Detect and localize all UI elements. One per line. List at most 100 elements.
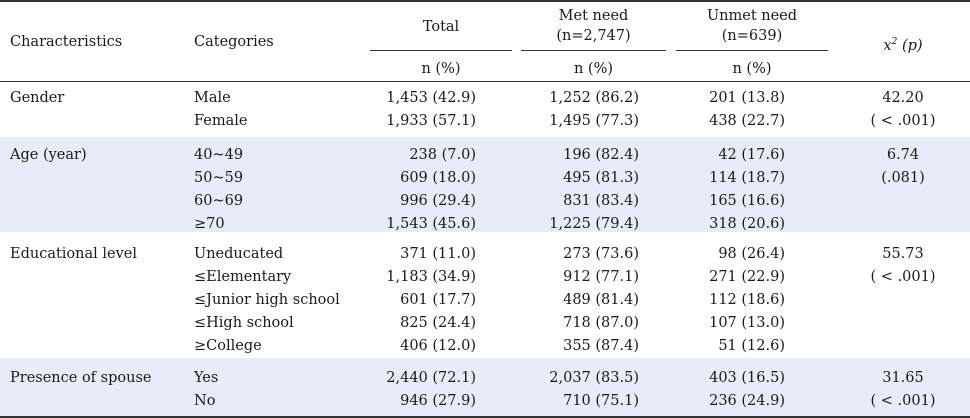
table-cell: 6.74: [886, 147, 920, 163]
table-cell: 601 (17.7): [400, 292, 476, 308]
table-cell: (.081): [881, 170, 925, 186]
table-cell: Uneducated: [194, 246, 284, 262]
table-cell: ≥70: [194, 216, 225, 232]
table-cell: 996 (29.4): [400, 193, 476, 209]
group-education-total: 371 (11.0) 1,183 (34.9) 601 (17.7) 825 (24.…: [370, 243, 476, 358]
table-cell: 273 (73.6): [563, 246, 639, 262]
header-met-n: (n=2,747): [556, 28, 631, 44]
group-spouse-chi: 31.65 ( < .001): [840, 367, 966, 413]
table-cell: 60~69: [194, 193, 244, 209]
total-underline: [370, 50, 512, 51]
group-gender-unmet: 201 (13.8) 438 (22.7): [676, 87, 785, 133]
group-gender-chi: 42.20 ( < .001): [840, 87, 966, 133]
table-cell: Presence of spouse: [10, 370, 152, 386]
table-cell: 51 (12.6): [718, 338, 785, 354]
header-met-need: Met need: [558, 8, 629, 24]
table-cell: 98 (26.4): [718, 246, 785, 262]
header-unmet-n: (n=639): [721, 28, 783, 44]
table-cell: 946 (27.9): [400, 393, 476, 409]
subheader-met-npct: n (%): [573, 61, 614, 77]
table-cell: 42 (17.6): [718, 147, 785, 163]
header-rule: [0, 81, 970, 82]
row-band-spouse: [0, 358, 970, 416]
chi-p: (p): [901, 37, 923, 54]
header-chi-square: x2 (p): [840, 31, 966, 57]
group-education-met: 273 (73.6) 912 (77.1) 489 (81.4) 718 (87.0)…: [521, 243, 639, 358]
table-cell: Male: [194, 90, 231, 106]
table-cell: Age (year): [10, 147, 87, 163]
group-age-chi: 6.74 (.081): [840, 144, 966, 190]
group-age-characteristic: Age (year): [10, 144, 87, 167]
table-cell: ≤Junior high school: [194, 292, 340, 308]
table-cell: No: [194, 393, 216, 409]
group-age-unmet: 42 (17.6) 114 (18.7) 165 (16.6) 318 (20.6): [676, 144, 785, 236]
subheader-total-npct: n (%): [421, 61, 461, 77]
group-spouse-met: 2,037 (83.5) 710 (75.1): [521, 367, 639, 413]
header-total: Total: [422, 19, 460, 35]
table-cell: Educational level: [10, 246, 138, 262]
table-cell: 201 (13.8): [709, 90, 785, 106]
header-characteristics: Characteristics: [10, 34, 123, 50]
table-cell: 438 (22.7): [709, 113, 785, 129]
table-cell: 236 (24.9): [709, 393, 785, 409]
bottom-rule: [0, 416, 970, 418]
table-cell: 1,453 (42.9): [386, 90, 476, 106]
table-cell: 196 (82.4): [563, 147, 639, 163]
table-cell: 489 (81.4): [563, 292, 639, 308]
chi-superscript: 2: [891, 37, 898, 47]
table-cell: 355 (87.4): [563, 338, 639, 354]
group-gender-characteristic: Gender: [10, 87, 64, 110]
table-cell: 825 (24.4): [400, 315, 476, 331]
table-cell: 50~59: [194, 170, 244, 186]
table-cell: 318 (20.6): [709, 216, 785, 232]
unmet-underline: [676, 50, 828, 51]
table-cell: 42.20: [882, 90, 924, 106]
met-underline: [521, 50, 666, 51]
top-rule: [0, 0, 970, 2]
group-gender-total: 1,453 (42.9) 1,933 (57.1): [370, 87, 476, 133]
group-spouse-characteristic: Presence of spouse: [10, 367, 151, 390]
table-cell: 238 (7.0): [409, 147, 476, 163]
table-cell: 1,252 (86.2): [549, 90, 639, 106]
table-cell: 718 (87.0): [563, 315, 639, 331]
table-cell: 1,933 (57.1): [386, 113, 476, 129]
group-spouse-unmet: 403 (16.5) 236 (24.9): [676, 367, 785, 413]
table-cell: 114 (18.7): [709, 170, 785, 186]
table-cell: 495 (81.3): [563, 170, 639, 186]
subheader-unmet-npct: n (%): [732, 61, 772, 77]
table-cell: 107 (13.0): [709, 315, 785, 331]
table-cell: 2,037 (83.5): [549, 370, 639, 386]
chi-symbol: x: [883, 37, 892, 54]
table-cell: 271 (22.9): [709, 269, 785, 285]
group-age-categories: 40~49 50~59 60~69 ≥70: [194, 144, 243, 236]
row-band-age: [0, 137, 970, 232]
table-cell: 912 (77.1): [563, 269, 639, 285]
table-cell: ( < .001): [870, 269, 936, 285]
table-cell: Yes: [194, 370, 219, 386]
table-cell: 1,183 (34.9): [386, 269, 476, 285]
table-cell: 831 (83.4): [563, 193, 639, 209]
group-gender-met: 1,252 (86.2) 1,495 (77.3): [521, 87, 639, 133]
table-cell: ≥College: [194, 338, 262, 354]
table-cell: 371 (11.0): [400, 246, 476, 262]
table-cell: 1,495 (77.3): [549, 113, 639, 129]
table-cell: Gender: [10, 90, 65, 106]
group-gender-categories: Male Female: [194, 87, 247, 133]
table-cell: Female: [194, 113, 248, 129]
table-cell: ≤High school: [194, 315, 294, 331]
table-cell: 1,543 (45.6): [386, 216, 476, 232]
group-education-chi: 55.73 ( < .001): [840, 243, 966, 289]
table-cell: 31.65: [882, 370, 924, 386]
group-spouse-categories: Yes No: [194, 367, 218, 413]
header-categories: Categories: [194, 34, 274, 50]
table-cell: 403 (16.5): [709, 370, 785, 386]
header-unmet-need: Unmet need: [706, 8, 798, 24]
table-cell: 609 (18.0): [400, 170, 476, 186]
table-cell: 40~49: [194, 147, 244, 163]
table-cell: 112 (18.6): [709, 292, 785, 308]
group-education-characteristic: Educational level: [10, 243, 137, 266]
group-age-total: 238 (7.0) 609 (18.0) 996 (29.4) 1,543 (45.6…: [370, 144, 476, 236]
table-cell: ≤Elementary: [194, 269, 292, 285]
table-cell: ( < .001): [870, 113, 936, 129]
